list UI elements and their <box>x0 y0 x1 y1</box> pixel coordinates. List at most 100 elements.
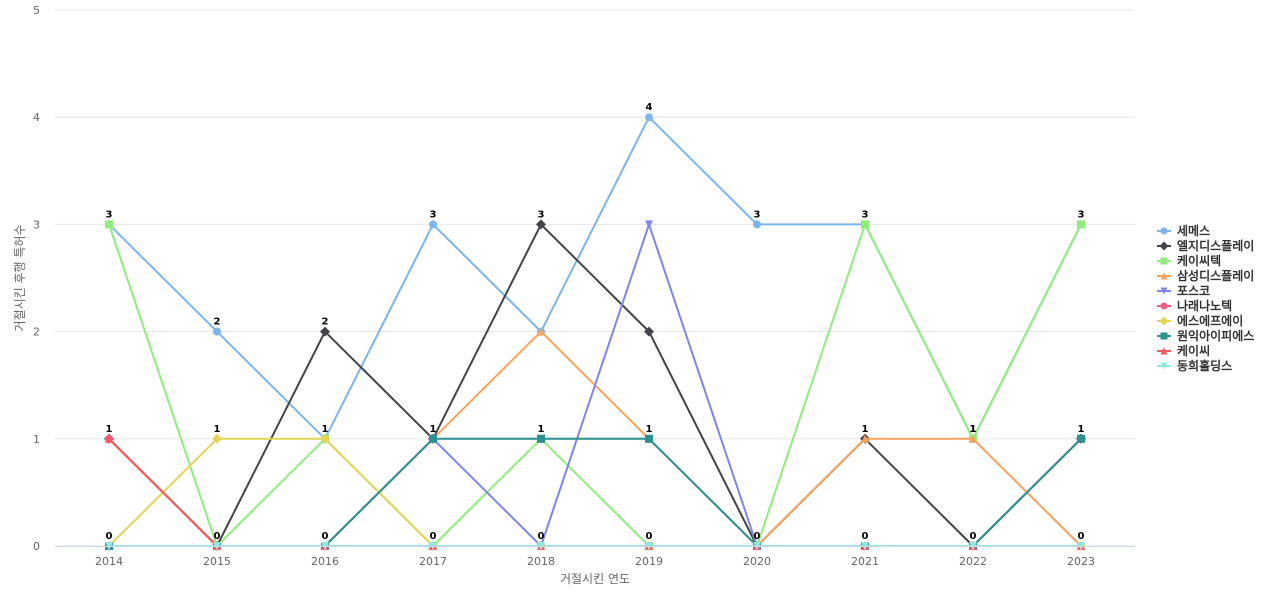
data-point <box>105 220 113 229</box>
legend-marker <box>1160 302 1168 310</box>
data-label: 0 <box>322 531 329 542</box>
data-point <box>105 434 113 443</box>
data-point <box>645 113 653 122</box>
x-tick-label: 2023 <box>1067 555 1095 568</box>
legend-label: 나래나노텍 <box>1177 298 1232 313</box>
data-label: 0 <box>1078 531 1085 542</box>
data-point <box>645 434 653 443</box>
y-tick-label: 5 <box>33 4 40 17</box>
y-tick-label: 4 <box>33 111 40 124</box>
legend-marker <box>1159 316 1169 326</box>
legend-marker <box>1160 362 1168 370</box>
data-point <box>861 220 869 229</box>
x-tick-label: 2014 <box>95 555 123 568</box>
data-point <box>645 220 653 229</box>
x-axis-title: 거절시킨 연도 <box>560 572 630 586</box>
legend-item[interactable]: 나래나노텍 <box>1157 298 1232 313</box>
x-tick-label: 2015 <box>203 555 231 568</box>
data-label: 1 <box>862 424 869 435</box>
data-label: 3 <box>106 209 113 220</box>
legend-label: 세메스 <box>1177 223 1210 238</box>
series-5 <box>105 220 1085 550</box>
data-point <box>320 433 330 444</box>
y-tick-label: 3 <box>33 218 40 231</box>
data-label: 1 <box>1078 424 1085 435</box>
data-label: 1 <box>538 424 545 435</box>
data-point <box>213 327 221 336</box>
data-label: 1 <box>106 424 113 435</box>
legend-label: 케이씨 <box>1177 343 1210 358</box>
legend-label: 동희홀딩스 <box>1177 358 1232 373</box>
y-tick-label: 0 <box>33 540 40 553</box>
legend-label: 포스코 <box>1177 284 1210 298</box>
legend-item[interactable]: 포스코 <box>1157 284 1210 298</box>
data-label: 1 <box>430 424 437 435</box>
legend-marker <box>1160 332 1168 340</box>
data-label: 0 <box>862 531 869 542</box>
data-label: 4 <box>646 102 653 113</box>
x-tick-label: 2017 <box>419 555 447 568</box>
y-tick-label: 1 <box>33 433 40 446</box>
data-point <box>429 220 437 229</box>
data-point <box>1077 434 1085 443</box>
legend-label: 삼성디스플레이 <box>1177 268 1254 283</box>
legend-item[interactable]: 케이씨 <box>1157 343 1210 358</box>
x-tick-label: 2022 <box>959 555 987 568</box>
legend-marker <box>1160 272 1168 280</box>
data-label: 3 <box>430 209 437 220</box>
data-point <box>536 219 546 230</box>
legend-label: 원익아이피에스 <box>1177 328 1254 343</box>
data-point <box>1077 220 1085 229</box>
data-point <box>969 434 977 443</box>
legend: 세메스엘지디스플레이케이씨텍삼성디스플레이포스코나래나노텍에스에프에이원익아이피… <box>1157 223 1254 373</box>
data-label: 0 <box>430 531 437 542</box>
legend-item[interactable]: 동희홀딩스 <box>1157 358 1232 373</box>
data-label: 3 <box>538 209 545 220</box>
series-line <box>108 223 1082 547</box>
x-tick-label: 2021 <box>851 555 879 568</box>
x-tick-label: 2018 <box>527 555 555 568</box>
data-label: 0 <box>214 531 221 542</box>
data-label: 1 <box>646 424 653 435</box>
data-point <box>320 326 330 337</box>
legend-item[interactable]: 엘지디스플레이 <box>1157 238 1254 253</box>
legend-marker <box>1160 347 1168 355</box>
legend-label: 엘지디스플레이 <box>1177 238 1254 253</box>
legend-marker <box>1159 241 1169 251</box>
data-label: 3 <box>862 209 869 220</box>
legend-marker <box>1160 257 1168 265</box>
legend-item[interactable]: 원익아이피에스 <box>1157 328 1254 343</box>
x-tick-label: 2020 <box>743 555 771 568</box>
x-tick-label: 2016 <box>311 555 339 568</box>
data-label: 1 <box>214 424 221 435</box>
legend-label: 케이씨텍 <box>1177 253 1221 268</box>
legend-item[interactable]: 세메스 <box>1157 223 1210 238</box>
data-label: 0 <box>106 531 113 542</box>
data-label: 0 <box>646 531 653 542</box>
data-label: 0 <box>754 531 761 542</box>
data-label: 0 <box>970 531 977 542</box>
data-label: 1 <box>322 424 329 435</box>
data-point <box>753 220 761 229</box>
data-point <box>537 327 545 336</box>
y-axis-title: 거절시킨 후행 특허수 <box>12 225 27 332</box>
legend-marker <box>1160 227 1168 235</box>
data-point <box>429 434 437 443</box>
data-label: 0 <box>538 531 545 542</box>
data-point <box>212 433 222 444</box>
legend-marker <box>1160 287 1168 295</box>
data-label: 1 <box>970 424 977 435</box>
data-point <box>861 434 869 443</box>
data-label: 3 <box>754 209 761 220</box>
legend-item[interactable]: 삼성디스플레이 <box>1157 268 1254 283</box>
legend-item[interactable]: 에스에프에이 <box>1157 313 1243 328</box>
data-label: 3 <box>1078 209 1085 220</box>
series-line <box>108 223 1082 547</box>
data-label: 2 <box>214 317 221 328</box>
legend-item[interactable]: 케이씨텍 <box>1157 253 1221 268</box>
data-label: 2 <box>322 317 329 328</box>
